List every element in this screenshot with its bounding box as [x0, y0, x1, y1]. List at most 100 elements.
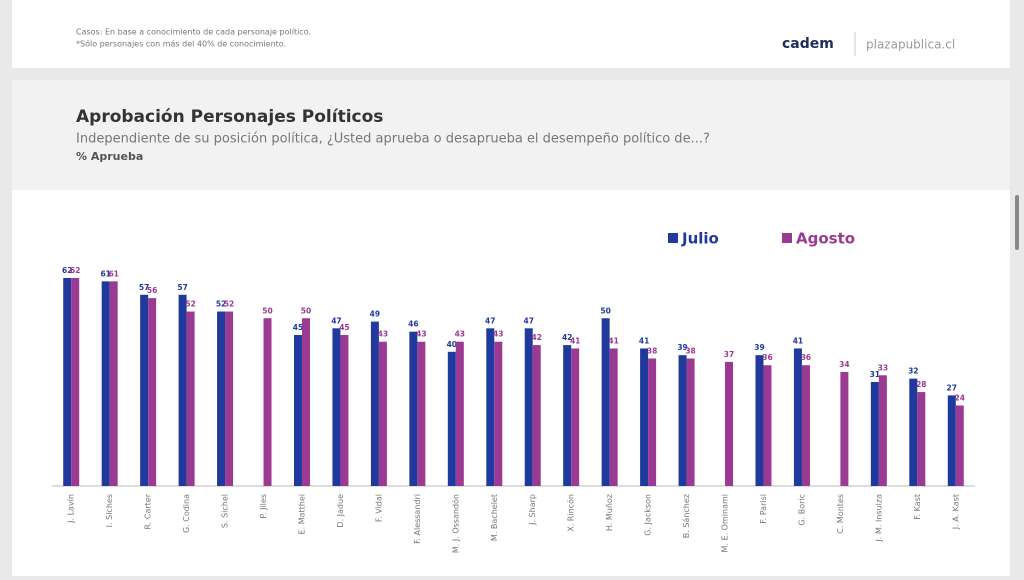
bar: [293, 335, 302, 486]
x-tick-label: J. Sharp: [528, 494, 537, 526]
data-label: 31: [870, 370, 880, 379]
bar: [409, 331, 418, 486]
x-tick-label: P. Jiles: [259, 494, 268, 519]
x-tick-label: D. Jadue: [336, 494, 345, 528]
bar: [217, 311, 226, 486]
bar: [532, 345, 541, 486]
data-label: 24: [955, 393, 965, 402]
data-label: 40: [447, 340, 457, 349]
bar: [186, 311, 195, 486]
bar: [494, 341, 503, 486]
data-label: 34: [839, 360, 849, 369]
legend-label: Agosto: [796, 230, 855, 248]
data-label: 62: [70, 266, 80, 275]
bar: [524, 328, 533, 486]
bar: [609, 348, 618, 486]
data-label: 43: [378, 330, 388, 339]
x-tick-label: H. Muñoz: [605, 494, 614, 531]
brand: cadem: [782, 36, 834, 52]
x-tick-label: J. M. Insulza: [874, 494, 883, 543]
note: Casos: En base a conocimiento de cada pe…: [76, 28, 311, 37]
data-label: 43: [455, 330, 465, 339]
bar: [909, 378, 918, 486]
bar: [601, 318, 610, 486]
bar: [140, 294, 149, 486]
x-tick-label: S. Sichel: [221, 494, 230, 528]
bar: [455, 341, 464, 486]
value-label: % Aprueba: [76, 150, 143, 163]
data-label: 52: [216, 300, 226, 309]
bar: [178, 294, 187, 486]
bar: [955, 405, 964, 486]
bar: [378, 341, 387, 486]
data-label: 47: [331, 316, 341, 325]
legend-label: Julio: [681, 230, 719, 248]
x-tick-label: E. Matthei: [297, 494, 306, 534]
data-label: 42: [562, 333, 572, 342]
x-tick-label: X. Rincón: [566, 494, 576, 532]
x-tick-label: R. Carter: [144, 493, 153, 529]
data-label: 38: [647, 347, 657, 356]
data-label: 50: [262, 306, 272, 315]
bar: [840, 371, 849, 486]
data-label: 27: [947, 383, 957, 392]
legend-swatch: [668, 233, 678, 243]
data-label: 50: [301, 306, 311, 315]
data-label: 45: [293, 323, 303, 332]
data-label: 38: [685, 347, 695, 356]
data-label: 56: [147, 286, 157, 295]
x-tick-label: I. Siches: [105, 494, 114, 527]
data-label: 41: [608, 336, 618, 345]
data-label: 49: [370, 310, 380, 319]
bar: [109, 281, 118, 486]
bar: [486, 328, 495, 486]
x-tick-label: F. Vidal: [374, 494, 383, 522]
x-tick-label: M. Bachelet: [490, 494, 499, 541]
bar: [301, 318, 310, 486]
data-label: 41: [793, 336, 803, 345]
bar: [332, 328, 341, 486]
data-label: 62: [62, 266, 72, 275]
data-label: 52: [224, 300, 234, 309]
bar: [417, 341, 426, 486]
bar: [447, 351, 456, 486]
bar: [71, 277, 80, 486]
data-label: 32: [908, 367, 918, 376]
data-label: 47: [524, 316, 534, 325]
x-tick-label: F. Parisi: [759, 494, 768, 524]
site: plazapublica.cl: [866, 38, 955, 52]
data-label: 39: [677, 343, 687, 352]
x-tick-label: J. Lavín: [67, 494, 76, 524]
x-tick-label: M. J. Ossandón: [450, 494, 460, 553]
data-label: 36: [801, 353, 811, 362]
data-label: 37: [724, 350, 734, 359]
data-label: 52: [185, 300, 195, 309]
x-tick-label: G. Jackson: [644, 494, 653, 536]
bar: [686, 358, 695, 486]
bar: [801, 365, 810, 486]
bar: [370, 321, 379, 486]
data-label: 46: [408, 320, 418, 329]
data-label: 47: [485, 316, 495, 325]
chart-title: Aprobación Personajes Políticos: [76, 107, 383, 127]
bar: [725, 361, 734, 486]
bar: [755, 355, 764, 486]
data-label: 42: [532, 333, 542, 342]
bar: [793, 348, 802, 486]
chart-subtitle: Independiente de su posición política, ¿…: [76, 132, 710, 147]
bar: [101, 281, 110, 486]
data-label: 61: [108, 269, 118, 278]
data-label: 57: [177, 283, 187, 292]
x-tick-label: G. Boric: [797, 494, 806, 526]
bar: [763, 365, 772, 486]
chart-header: [12, 80, 1010, 190]
bar: [263, 318, 272, 486]
note: *Sólo personajes con más del 40% de cono…: [76, 39, 286, 49]
bar: [648, 358, 657, 486]
bar: [678, 355, 687, 486]
bar: [225, 311, 234, 486]
bar: [563, 345, 572, 486]
data-label: 41: [570, 336, 580, 345]
